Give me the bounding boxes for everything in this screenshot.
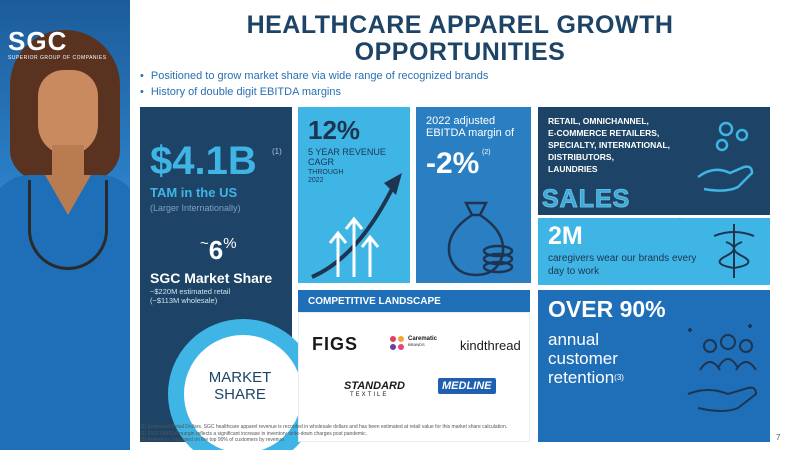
market-share-label: SGC Market Share [150,270,273,286]
page-number: 7 [776,433,781,442]
bullet-item: • History of double digit EBITDA margins [140,86,341,98]
bullet-list: • Positioned to grow market share via wid… [140,70,488,102]
cagr-label: 5 YEAR REVENUE CAGR [308,147,386,167]
standard-textile-sub: TEXTILE [350,392,389,398]
ebitda-footnote-ref: (2) [482,149,491,156]
bullet-dot-icon: • [140,70,144,82]
footnotes: (1) Estimated Retail Dollars. SGC health… [140,424,508,443]
donut-label: MARKET SHARE [208,369,272,403]
carematic-dots-icon [390,336,404,350]
company-logo: SGC SUPERIOR GROUP OF COMPANIES [8,26,128,61]
kindthread-logo: kindthread [460,338,521,353]
sales-channels-tile: RETAIL, OMNICHANNEL, E-COMMERCE RETAILER… [538,107,770,243]
competitive-header: COMPETITIVE LANDSCAPE [298,290,530,312]
carematic-logo: Carematic BRANDS [408,336,438,347]
page-title: HEALTHCARE APPAREL GROWTH OPPORTUNITIES [246,11,674,66]
ebitda-tile: 2022 adjusted EBITDA margin of -2% (2) [416,107,531,283]
bullet-dot-icon: • [140,86,144,98]
competitive-logo-area [298,312,530,442]
medline-logo: MEDLINE [438,378,496,394]
hand-coins-icon [697,121,754,192]
tam-label: TAM in the US [150,185,238,200]
tam-tile: $4.1B (1) TAM in the US (Larger Internat… [140,107,318,450]
ebitda-label: 2022 adjusted EBITDA margin of [426,115,515,139]
ebitda-value: -2% [426,147,480,180]
money-bag-icon [447,201,514,277]
standard-textile-logo: STANDARD [344,380,405,392]
caregivers-label: caregivers wear our brands every day to … [548,253,697,277]
scrubs-shape [0,175,130,450]
retention-label: annual customer retention(3) [548,330,624,387]
caregivers-tile: 2M caregivers wear our brands every day … [538,218,770,285]
people-hand-icon [687,324,758,412]
market-share-estimate: ~$220M estimated retail (~$113M wholesal… [150,287,231,305]
caregivers-value: 2M [548,222,583,250]
retention-tile: OVER 90% annual customer retention(3) [538,290,770,442]
tam-footnote-ref: (1) [272,147,282,156]
market-share-value: ~6% [200,235,237,265]
cagr-tile: 12% 5 YEAR REVENUE CAGR THROUGH 2022 [298,107,410,283]
logo-mark: SGC [8,26,68,56]
figs-logo: FIGS [312,334,359,354]
face-shape [38,70,98,155]
tam-value: $4.1B [150,139,257,183]
caduceus-icon [713,224,755,278]
growth-arrows-icon [311,173,402,279]
cagr-value: 12% [308,115,361,145]
stethoscope-shape [28,180,108,270]
hero-photo: SGC SUPERIOR GROUP OF COMPANIES [0,0,130,450]
cagr-period: THROUGH 2022 [308,169,344,184]
retention-value: OVER 90% [548,296,666,322]
bullet-item: • Positioned to grow market share via wid… [140,70,489,82]
logo-subtitle: SUPERIOR GROUP OF COMPANIES [8,55,107,61]
sales-channels-list: RETAIL, OMNICHANNEL, E-COMMERCE RETAILER… [548,116,670,174]
competitive-landscape-tile: COMPETITIVE LANDSCAPE FIGS Carematic BRA… [298,290,530,442]
tam-sublabel: (Larger Internationally) [150,203,241,213]
